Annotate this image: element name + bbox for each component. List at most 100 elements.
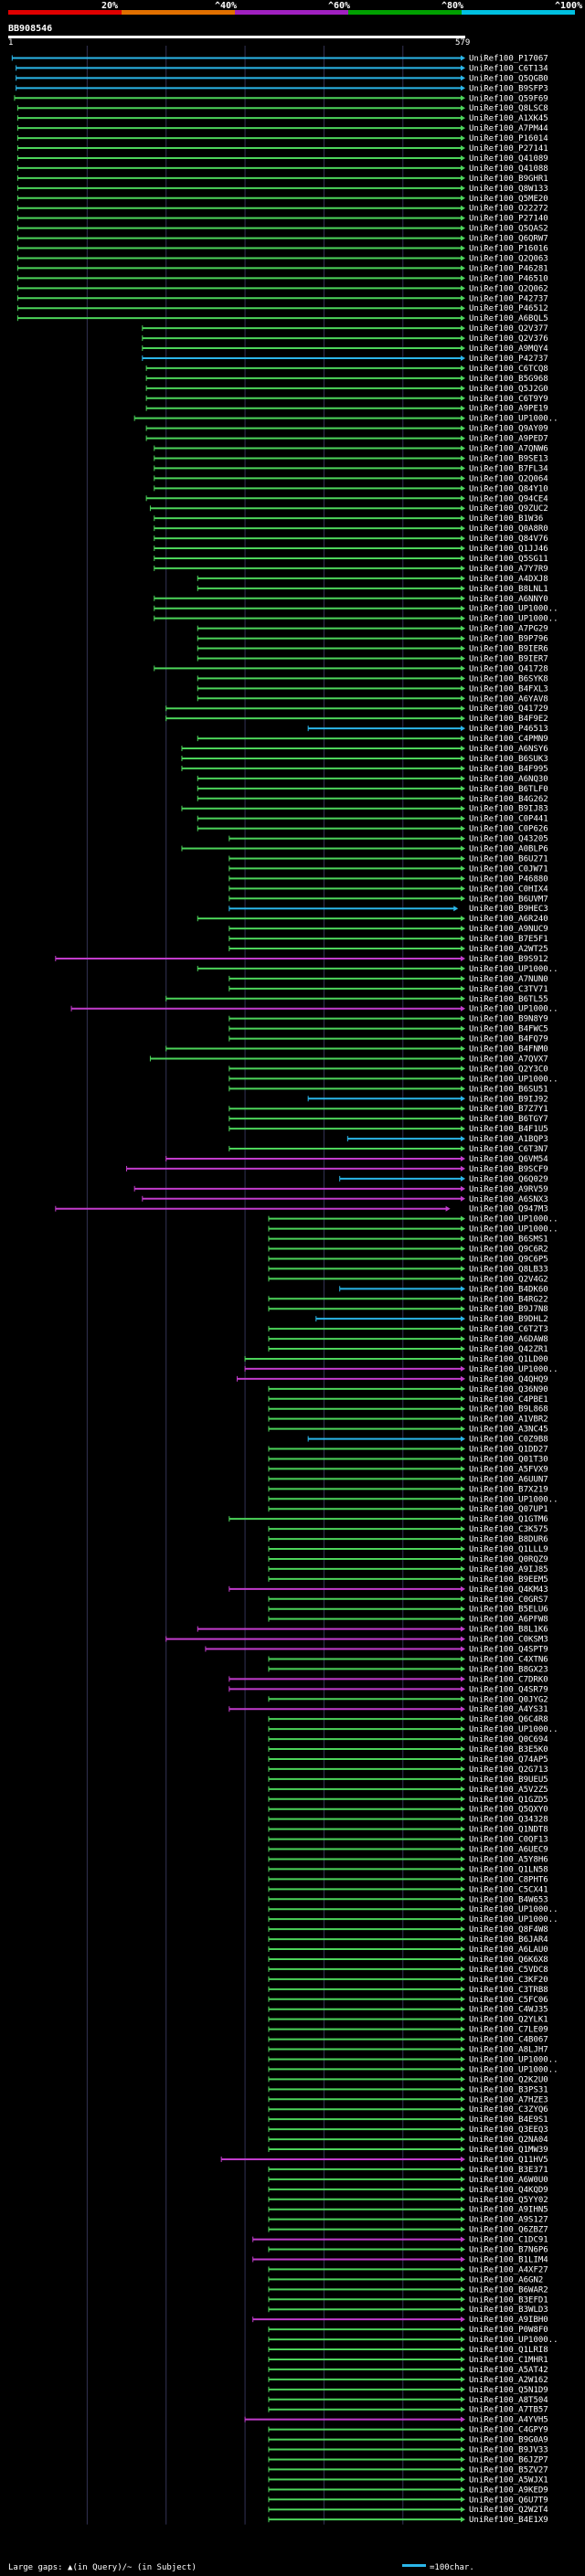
hit-label[interactable]: UniRef100_Q1NDT8 bbox=[469, 1826, 548, 1835]
hit-label[interactable]: UniRef100_UP1000.. bbox=[469, 2336, 558, 2345]
hit-label[interactable]: UniRef100_Q41088 bbox=[469, 164, 548, 174]
hit-label[interactable]: UniRef100_P42737 bbox=[469, 355, 548, 364]
hit-label[interactable]: UniRef100_A6W0U0 bbox=[469, 2176, 548, 2185]
hit-label[interactable]: UniRef100_A2WT25 bbox=[469, 945, 548, 954]
hit-label[interactable]: UniRef100_C0GRS7 bbox=[469, 1595, 548, 1605]
hit-label[interactable]: UniRef100_C0QF13 bbox=[469, 1836, 548, 1845]
hit-label[interactable]: UniRef100_B9G0A9 bbox=[469, 2436, 548, 2445]
hit-label[interactable]: UniRef100_C4GPY9 bbox=[469, 2426, 548, 2435]
hit-label[interactable]: UniRef100_Q5QGB0 bbox=[469, 74, 548, 83]
hit-label[interactable]: UniRef100_C3ZYQ6 bbox=[469, 2105, 548, 2115]
hit-label[interactable]: UniRef100_B5ELU6 bbox=[469, 1606, 548, 1615]
hit-label[interactable]: UniRef100_B1LIM4 bbox=[469, 2255, 548, 2264]
hit-label[interactable]: UniRef100_Q5QXY0 bbox=[469, 1806, 548, 1815]
hit-label[interactable]: UniRef100_Q11HV5 bbox=[469, 2156, 548, 2165]
hit-label[interactable]: UniRef100_B4FXL3 bbox=[469, 684, 548, 694]
hit-label[interactable]: UniRef100_C4WJ35 bbox=[469, 2006, 548, 2015]
hit-label[interactable]: UniRef100_B4G262 bbox=[469, 795, 548, 804]
hit-label[interactable]: UniRef100_UP1000.. bbox=[469, 1215, 558, 1224]
hit-label[interactable]: UniRef100_UP1000.. bbox=[469, 1075, 558, 1084]
hit-label[interactable]: UniRef100_P27141 bbox=[469, 144, 548, 154]
hit-label[interactable]: UniRef100_UP1000.. bbox=[469, 1005, 558, 1014]
hit-label[interactable]: UniRef100_Q34328 bbox=[469, 1816, 548, 1825]
hit-label[interactable]: UniRef100_A3NC45 bbox=[469, 1426, 548, 1435]
hit-label[interactable]: UniRef100_C3TV71 bbox=[469, 985, 548, 994]
hit-label[interactable]: UniRef100_A7TB57 bbox=[469, 2406, 548, 2415]
hit-label[interactable]: UniRef100_A9RV59 bbox=[469, 1185, 548, 1194]
hit-label[interactable]: UniRef100_Q0RQZ9 bbox=[469, 1555, 548, 1564]
hit-label[interactable]: UniRef100_A9IBH0 bbox=[469, 2316, 548, 2325]
hit-label[interactable]: UniRef100_A4YVH5 bbox=[469, 2416, 548, 2425]
hit-label[interactable]: UniRef100_A8LJH7 bbox=[469, 2046, 548, 2055]
hit-label[interactable]: UniRef100_Q1DD27 bbox=[469, 1446, 548, 1455]
hit-label[interactable]: UniRef100_Q8W133 bbox=[469, 185, 548, 194]
hit-label[interactable]: UniRef100_B7E5F1 bbox=[469, 935, 548, 944]
hit-label[interactable]: UniRef100_A8T504 bbox=[469, 2396, 548, 2405]
hit-label[interactable]: UniRef100_Q5QAS2 bbox=[469, 225, 548, 234]
hit-label[interactable]: UniRef100_C0HIX4 bbox=[469, 885, 548, 894]
hit-label[interactable]: UniRef100_Q6C4R8 bbox=[469, 1715, 548, 1724]
hit-label[interactable]: UniRef100_B6U271 bbox=[469, 854, 548, 864]
hit-label[interactable]: UniRef100_Q84Y10 bbox=[469, 484, 548, 493]
hit-label[interactable]: UniRef100_A0BLP6 bbox=[469, 845, 548, 854]
hit-label[interactable]: UniRef100_C0KSM3 bbox=[469, 1636, 548, 1645]
hit-label[interactable]: UniRef100_Q1LLL9 bbox=[469, 1545, 548, 1554]
hit-label[interactable]: UniRef100_Q2YLK1 bbox=[469, 2016, 548, 2025]
hit-label[interactable]: UniRef100_C5VDC8 bbox=[469, 1966, 548, 1975]
hit-label[interactable]: UniRef100_A6LAU0 bbox=[469, 1945, 548, 1955]
hit-label[interactable]: UniRef100_A9NUC9 bbox=[469, 925, 548, 934]
hit-label[interactable]: UniRef100_Q6K6X8 bbox=[469, 1956, 548, 1965]
hit-label[interactable]: UniRef100_A5V2Z5 bbox=[469, 1786, 548, 1795]
hit-label[interactable]: UniRef100_B3WLD3 bbox=[469, 2306, 548, 2315]
hit-label[interactable]: UniRef100_A6YAV8 bbox=[469, 694, 548, 704]
hit-label[interactable]: UniRef100_P46281 bbox=[469, 264, 548, 273]
hit-label[interactable]: UniRef100_B8LNL1 bbox=[469, 585, 548, 594]
hit-label[interactable]: UniRef100_B4DK60 bbox=[469, 1285, 548, 1294]
hit-label[interactable]: UniRef100_B9P796 bbox=[469, 635, 548, 644]
hit-label[interactable]: UniRef100_UP1000.. bbox=[469, 1225, 558, 1235]
hit-label[interactable]: UniRef100_B6SYK8 bbox=[469, 674, 548, 684]
hit-label[interactable]: UniRef100_Q36N90 bbox=[469, 1385, 548, 1394]
hit-label[interactable]: UniRef100_Q0A8R0 bbox=[469, 525, 548, 534]
hit-label[interactable]: UniRef100_B4FQ79 bbox=[469, 1035, 548, 1044]
hit-label[interactable]: UniRef100_Q2V376 bbox=[469, 334, 548, 344]
hit-label[interactable]: UniRef100_Q9AY09 bbox=[469, 425, 548, 434]
hit-label[interactable]: UniRef100_C4B067 bbox=[469, 2036, 548, 2045]
hit-label[interactable]: UniRef100_Q5ME20 bbox=[469, 195, 548, 204]
hit-label[interactable]: UniRef100_Q84V76 bbox=[469, 535, 548, 544]
hit-label[interactable]: UniRef100_UP1000.. bbox=[469, 1905, 558, 1914]
hit-label[interactable]: UniRef100_Q94CE4 bbox=[469, 494, 548, 504]
hit-label[interactable]: UniRef100_B9IJ83 bbox=[469, 805, 548, 814]
hit-label[interactable]: UniRef100_Q8LB33 bbox=[469, 1265, 548, 1274]
hit-label[interactable]: UniRef100_Q2Q062 bbox=[469, 284, 548, 293]
hit-label[interactable]: UniRef100_Q8LSC8 bbox=[469, 104, 548, 113]
hit-label[interactable]: UniRef100_A6BQL5 bbox=[469, 314, 548, 323]
hit-label[interactable]: UniRef100_B4RG22 bbox=[469, 1295, 548, 1304]
hit-label[interactable]: UniRef100_A6PFW8 bbox=[469, 1616, 548, 1625]
hit-label[interactable]: UniRef100_A6NSY6 bbox=[469, 745, 548, 754]
hit-label[interactable]: UniRef100_B9SCF9 bbox=[469, 1165, 548, 1174]
hit-label[interactable]: UniRef100_C7LE09 bbox=[469, 2026, 548, 2035]
hit-label[interactable]: UniRef100_Q43205 bbox=[469, 835, 548, 844]
hit-label[interactable]: UniRef100_Q6U7T9 bbox=[469, 2496, 548, 2505]
hit-label[interactable]: UniRef100_Q2G713 bbox=[469, 1765, 548, 1775]
hit-label[interactable]: UniRef100_Q07UP1 bbox=[469, 1505, 548, 1514]
hit-label[interactable]: UniRef100_B6TGY7 bbox=[469, 1115, 548, 1124]
hit-label[interactable]: UniRef100_Q0JYG2 bbox=[469, 1695, 548, 1704]
hit-label[interactable]: UniRef100_Q8F4W8 bbox=[469, 1925, 548, 1935]
hit-label[interactable]: UniRef100_C3K575 bbox=[469, 1525, 548, 1534]
hit-label[interactable]: UniRef100_B9IER7 bbox=[469, 654, 548, 663]
hit-label[interactable]: UniRef100_B7Z7Y1 bbox=[469, 1105, 548, 1114]
hit-label[interactable]: UniRef100_Q2V377 bbox=[469, 324, 548, 334]
hit-label[interactable]: UniRef100_C6T9Y9 bbox=[469, 395, 548, 404]
hit-label[interactable]: UniRef100_B9IJ92 bbox=[469, 1095, 548, 1104]
hit-label[interactable]: UniRef100_B4E9S1 bbox=[469, 2115, 548, 2125]
hit-label[interactable]: UniRef100_Q5YY02 bbox=[469, 2196, 548, 2205]
hit-label[interactable]: UniRef100_Q5SG11 bbox=[469, 555, 548, 564]
hit-label[interactable]: UniRef100_B7X219 bbox=[469, 1485, 548, 1494]
hit-label[interactable]: UniRef100_B9UEU5 bbox=[469, 1776, 548, 1785]
hit-label[interactable]: UniRef100_B3EFD1 bbox=[469, 2295, 548, 2305]
hit-label[interactable]: UniRef100_Q2K2U0 bbox=[469, 2075, 548, 2084]
hit-label[interactable]: UniRef100_B9SFP3 bbox=[469, 84, 548, 93]
hit-label[interactable]: UniRef100_A7Y7R9 bbox=[469, 565, 548, 574]
